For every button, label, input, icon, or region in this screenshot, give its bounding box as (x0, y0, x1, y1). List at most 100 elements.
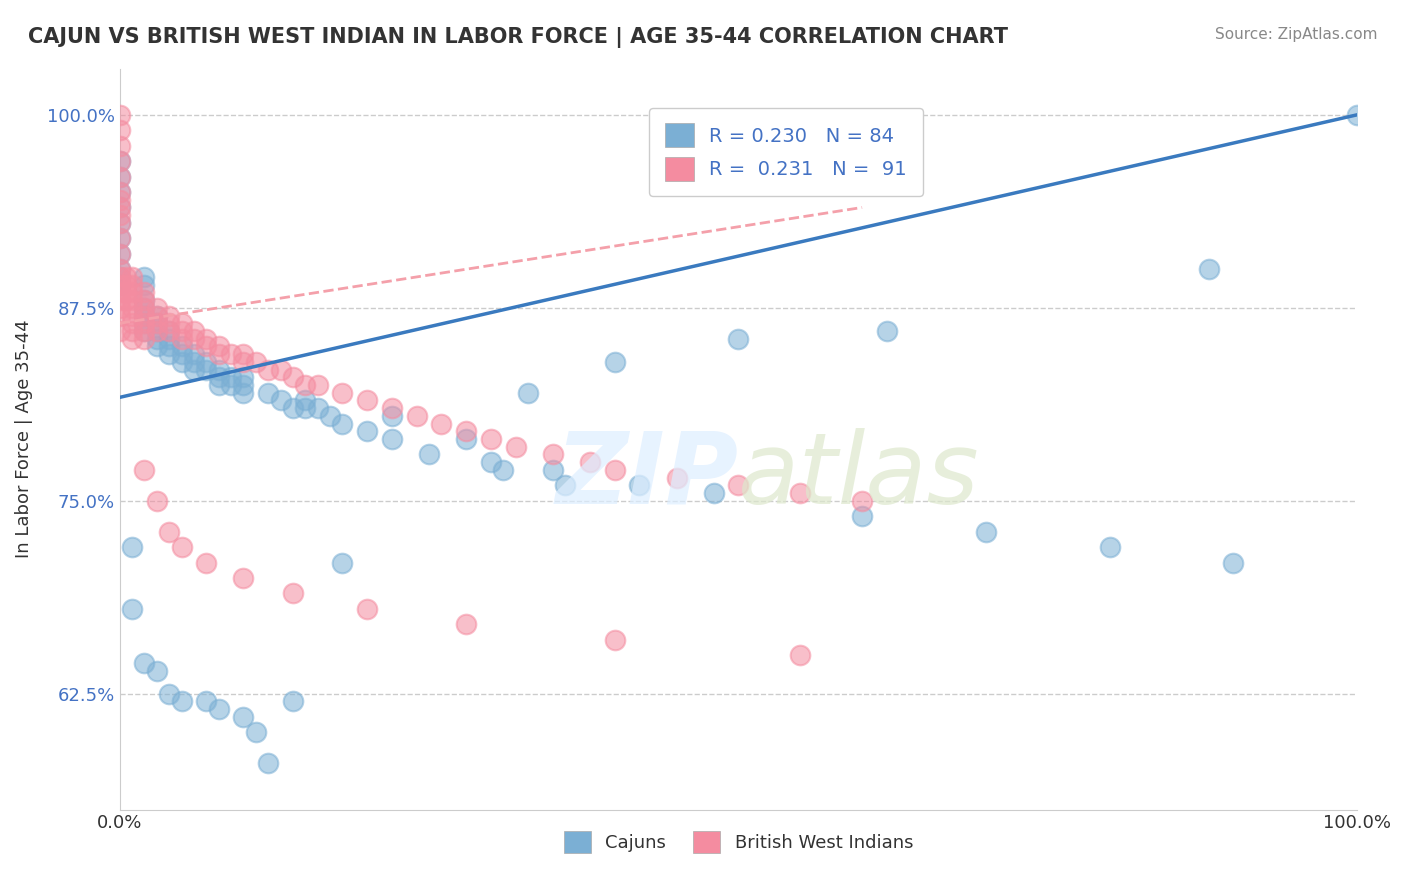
Point (108, 247, 131, 261)
Point (232, 385, 254, 400)
Point (307, 378, 329, 392)
Point (356, 602, 378, 616)
Point (492, 463, 515, 477)
Point (134, 293, 156, 307)
Point (157, 347, 180, 361)
Point (195, 332, 218, 346)
Point (603, 355, 626, 369)
Point (603, 463, 626, 477)
Point (121, 309, 143, 323)
Point (270, 362, 292, 376)
Point (115, 269, 138, 284)
Point (108, 216, 131, 230)
Point (121, 293, 143, 307)
Point (108, 154, 131, 169)
Point (183, 332, 205, 346)
Point (270, 393, 292, 408)
Point (108, 201, 131, 215)
Point (208, 339, 231, 353)
Point (356, 393, 378, 408)
Point (146, 309, 169, 323)
Point (108, 216, 131, 230)
Point (294, 378, 316, 392)
Point (170, 347, 193, 361)
Point (146, 493, 169, 508)
Point (381, 409, 404, 423)
Point (183, 324, 205, 338)
Point (319, 409, 342, 423)
Point (257, 385, 280, 400)
Point (108, 193, 131, 207)
Point (628, 478, 651, 492)
Point (108, 154, 131, 169)
Point (294, 401, 316, 416)
Point (146, 324, 169, 338)
Point (134, 309, 156, 323)
Point (851, 493, 873, 508)
Point (219, 378, 242, 392)
Point (157, 316, 180, 330)
Point (108, 108, 131, 122)
Point (257, 362, 280, 376)
Point (108, 247, 131, 261)
Point (108, 301, 131, 315)
Point (232, 710, 254, 724)
Point (232, 378, 254, 392)
Point (727, 478, 749, 492)
Point (108, 277, 131, 292)
Point (115, 277, 138, 292)
Point (134, 332, 156, 346)
Point (134, 463, 156, 477)
Point (134, 269, 156, 284)
Point (108, 262, 131, 277)
Point (665, 470, 688, 484)
Point (157, 324, 180, 338)
Y-axis label: In Labor Force | Age 35-44: In Labor Force | Age 35-44 (15, 319, 32, 558)
Point (281, 694, 304, 708)
Point (146, 332, 169, 346)
Point (789, 486, 811, 500)
Point (134, 309, 156, 323)
Point (121, 316, 143, 330)
Point (134, 285, 156, 300)
Point (479, 455, 502, 469)
Point (121, 332, 143, 346)
Point (108, 201, 131, 215)
Point (1198, 262, 1220, 277)
Point (418, 447, 440, 461)
Point (170, 324, 193, 338)
Point (245, 725, 267, 739)
Point (121, 324, 143, 338)
Point (208, 370, 231, 384)
Point (108, 262, 131, 277)
Point (157, 309, 180, 323)
Point (146, 309, 169, 323)
Point (789, 648, 811, 662)
Point (115, 293, 138, 307)
Text: CAJUN VS BRITISH WEST INDIAN IN LABOR FORCE | AGE 35-44 CORRELATION CHART: CAJUN VS BRITISH WEST INDIAN IN LABOR FO… (28, 27, 1008, 48)
Point (157, 332, 180, 346)
Point (134, 324, 156, 338)
Point (479, 432, 502, 446)
Point (517, 385, 540, 400)
Point (603, 632, 626, 647)
Point (876, 324, 898, 338)
Point (108, 138, 131, 153)
Point (121, 277, 143, 292)
Point (146, 339, 169, 353)
Point (505, 440, 527, 454)
Point (208, 702, 231, 716)
Point (727, 332, 749, 346)
Point (146, 316, 169, 330)
Point (108, 231, 131, 245)
Point (157, 324, 180, 338)
Point (170, 355, 193, 369)
Point (170, 540, 193, 554)
Point (1098, 540, 1121, 554)
Point (134, 656, 156, 670)
Point (974, 524, 997, 539)
Point (232, 571, 254, 585)
Point (281, 401, 304, 416)
Point (115, 285, 138, 300)
Point (332, 385, 354, 400)
